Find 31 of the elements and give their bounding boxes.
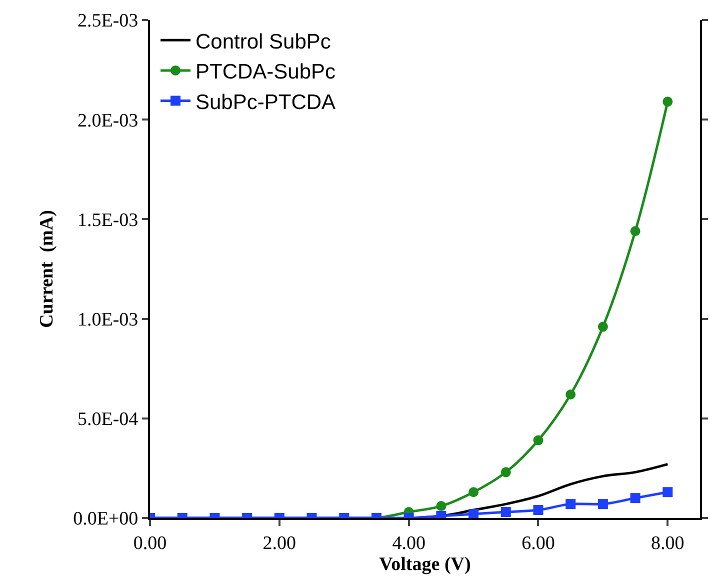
point [436,501,446,512]
x-tick-label: 4.00 [392,532,426,554]
point [500,507,511,518]
point [533,435,544,446]
point [566,499,576,510]
point [468,487,479,498]
point [662,487,673,498]
y-tick-label: 0.0E+00 [73,508,138,530]
y-tick-label: 1.0E-03 [78,309,138,330]
point [662,96,673,107]
x-axis-title: Voltage (V) [379,554,471,575]
point [598,322,608,332]
x-tick-label: 2.00 [262,532,296,554]
legend-label: Control SubPc [196,30,331,54]
y-axis-title: Current (mA) [36,210,58,328]
point [533,505,544,516]
x-tick-label: 6.00 [522,532,555,554]
y-tick-label: 5.0E-04 [78,409,139,430]
point [630,226,640,236]
legend-label: SubPc-PTCDA [196,90,336,114]
legend-label: PTCDA-SubPc [196,60,336,84]
y-tick-label: 2.0E-03 [78,110,138,132]
point [598,499,608,510]
x-tick-label: 0.00 [133,532,167,554]
y-tick-label: 2.5E-03 [78,10,138,32]
y-tick-label: 1.5E-03 [78,210,138,231]
point [500,467,511,478]
point [630,493,640,504]
x-tick-label: 8.00 [651,532,684,554]
point [468,509,479,518]
point [566,390,576,400]
